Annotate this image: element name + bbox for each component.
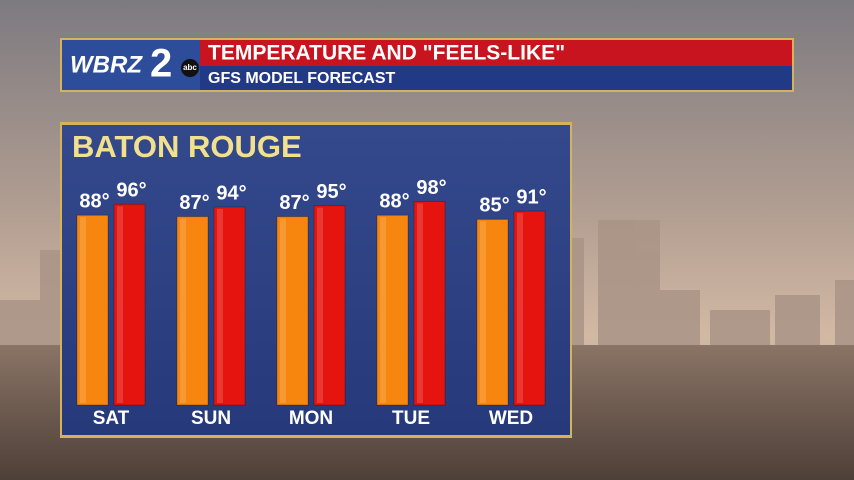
x-tick-label: SUN bbox=[191, 408, 231, 429]
bar bbox=[313, 205, 346, 406]
value-label: 85° bbox=[479, 195, 509, 217]
bar bbox=[513, 210, 546, 406]
bar bbox=[476, 218, 509, 406]
x-tick-label: SAT bbox=[93, 408, 130, 429]
value-label: 87° bbox=[279, 192, 309, 214]
logo-circle bbox=[181, 59, 199, 77]
bar-highlight bbox=[117, 206, 123, 403]
chart-title: TEMPERATURE AND "FEELS-LIKE" bbox=[208, 42, 565, 65]
value-label: 95° bbox=[316, 181, 346, 203]
bar bbox=[376, 214, 409, 406]
value-label: 88° bbox=[79, 191, 109, 213]
logo-network: abc bbox=[183, 63, 197, 72]
x-tick-label: WED bbox=[489, 408, 533, 429]
x-tick-label: MON bbox=[289, 408, 333, 429]
bar-highlight bbox=[317, 207, 323, 403]
bar-highlight bbox=[517, 213, 523, 403]
value-label: 87° bbox=[179, 192, 209, 214]
bar-highlight bbox=[380, 217, 386, 403]
bar-highlight bbox=[280, 218, 286, 403]
logo-box bbox=[62, 40, 200, 90]
value-label: 96° bbox=[116, 180, 146, 202]
bar bbox=[76, 214, 109, 406]
bar bbox=[113, 203, 146, 406]
bar-highlight bbox=[80, 217, 86, 403]
value-label: 94° bbox=[216, 182, 246, 204]
logo-channel: 2 bbox=[150, 42, 172, 86]
value-label: 88° bbox=[379, 191, 409, 213]
bar-highlight bbox=[217, 209, 223, 403]
bar bbox=[413, 201, 446, 406]
skyline bbox=[0, 220, 854, 345]
bar-highlight bbox=[180, 218, 186, 403]
value-label: 91° bbox=[516, 186, 546, 208]
bar bbox=[213, 206, 246, 406]
bar-highlight bbox=[417, 203, 423, 403]
chart-subtitle: GFS MODEL FORECAST bbox=[208, 70, 395, 87]
logo-station: WBRZ bbox=[70, 51, 143, 78]
value-label: 98° bbox=[416, 177, 446, 199]
bar-highlight bbox=[480, 221, 486, 403]
location-label: BATON ROUGE bbox=[72, 129, 302, 164]
bar bbox=[276, 216, 309, 406]
x-tick-label: TUE bbox=[392, 408, 430, 429]
bar bbox=[176, 216, 209, 406]
